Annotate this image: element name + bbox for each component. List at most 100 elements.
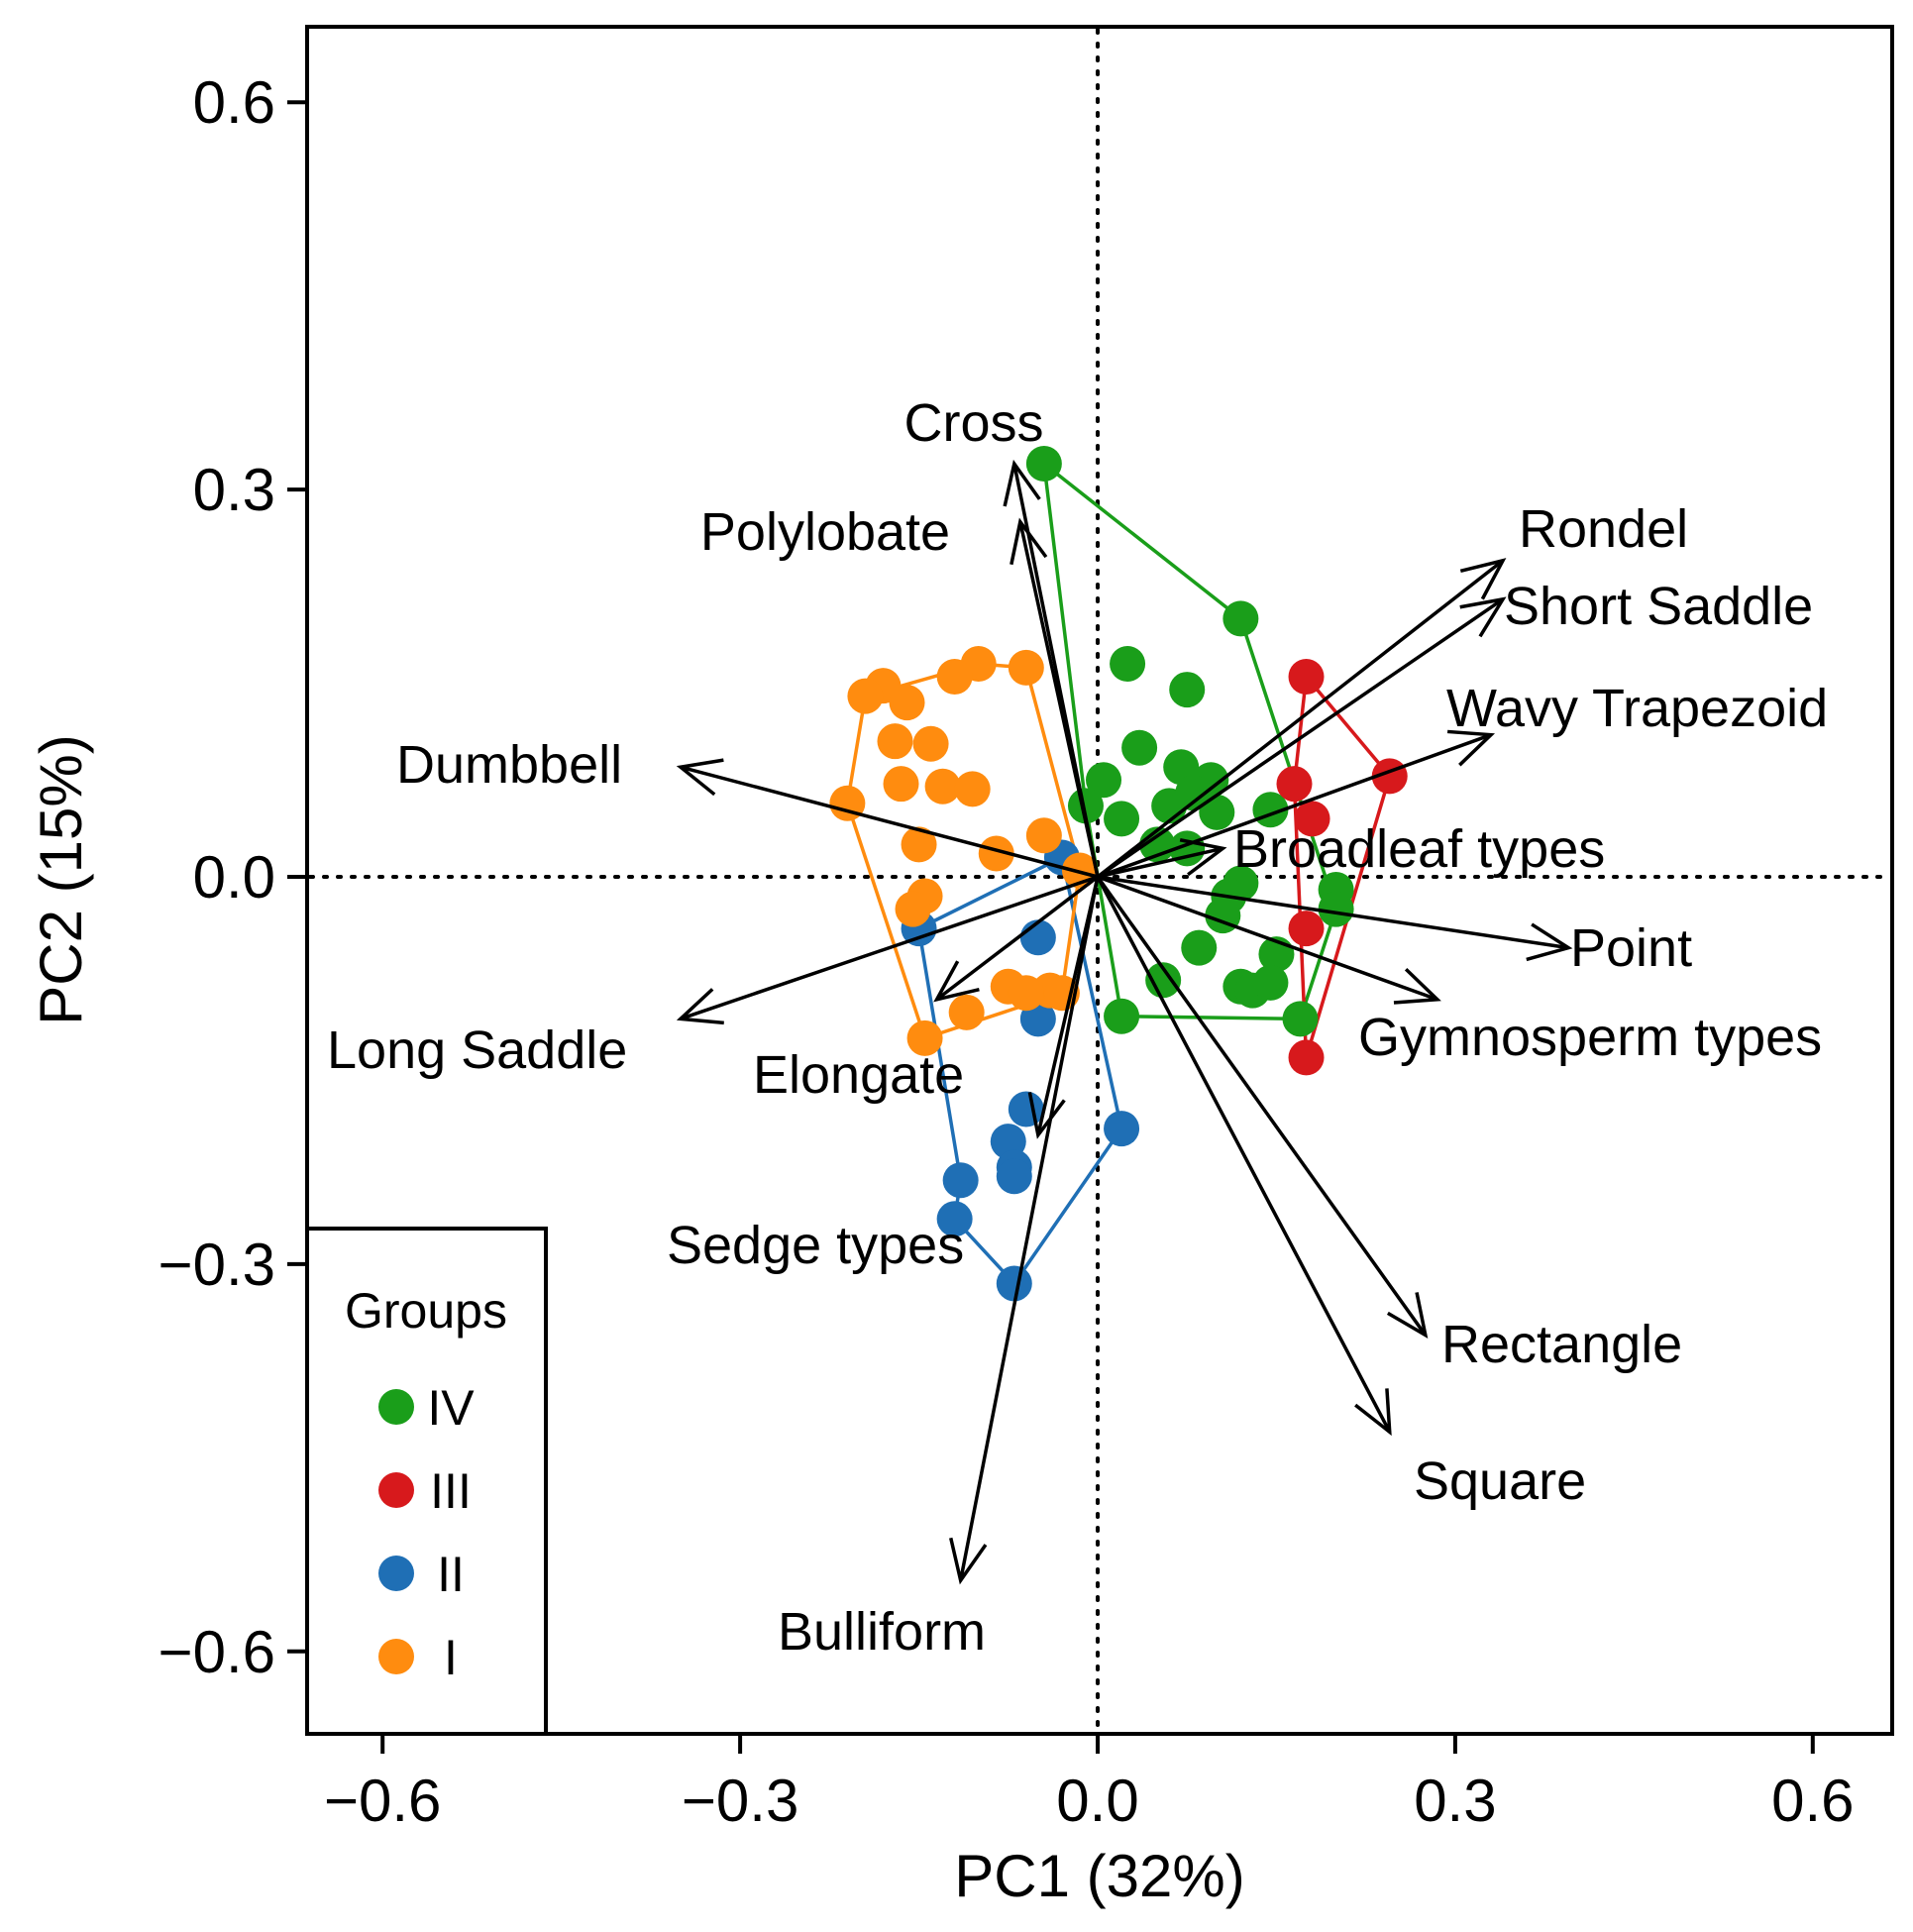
arrow-bulliform xyxy=(949,876,1100,1585)
point-group-I xyxy=(877,723,913,760)
arrow-rondel xyxy=(1096,558,1507,879)
point-group-I xyxy=(1008,975,1044,1012)
loading-label: Broadleaf types xyxy=(1233,819,1605,879)
arrow-point xyxy=(1097,875,1573,962)
point-group-II xyxy=(936,1201,973,1237)
legend-swatch-III xyxy=(378,1472,414,1508)
x-tick-label: 0.3 xyxy=(1414,1768,1496,1834)
point-group-II xyxy=(1104,1111,1140,1147)
arrow-broadleaf-types xyxy=(1097,838,1227,879)
legend-title: Groups xyxy=(345,1283,507,1339)
legend-label-I: I xyxy=(444,1630,458,1685)
point-group-IV xyxy=(1067,788,1104,824)
point-group-III xyxy=(1288,1039,1325,1076)
loading-label: Rondel xyxy=(1519,499,1688,559)
point-group-I xyxy=(883,766,919,803)
arrow-polylobate xyxy=(1010,517,1100,878)
point-group-III xyxy=(1288,659,1325,696)
loading-label: Sedge types xyxy=(667,1216,964,1275)
legend-label-IV: IV xyxy=(427,1380,475,1436)
loading-label: Square xyxy=(1414,1451,1586,1511)
loading-label: Wavy Trapezoid xyxy=(1446,679,1828,738)
y-tick-label: −0.3 xyxy=(159,1232,275,1298)
legend-swatch-I xyxy=(378,1639,414,1674)
point-group-IV xyxy=(1199,794,1235,830)
point-group-IV xyxy=(1145,962,1182,999)
arrow-elongate xyxy=(933,875,1100,1003)
y-axis: −0.6 −0.3 0.0 0.3 0.6 xyxy=(159,69,307,1685)
legend-swatch-II xyxy=(378,1556,414,1591)
legend-swatch-IV xyxy=(378,1389,414,1425)
arrow-rectangle xyxy=(1096,875,1429,1340)
arrow-dumbbell xyxy=(676,758,1099,879)
point-group-I xyxy=(889,685,925,721)
loading-label: Short Saddle xyxy=(1504,577,1813,636)
point-group-I xyxy=(906,1020,943,1056)
hull-group-I xyxy=(845,662,1082,1040)
point-group-I xyxy=(1008,649,1044,686)
legend-box xyxy=(305,1227,548,1736)
point-group-IV xyxy=(1222,600,1259,637)
loading-label: Long Saddle xyxy=(327,1020,627,1080)
x-axis-title: PC1 (32%) xyxy=(954,1843,1244,1909)
x-tick-label: 0.6 xyxy=(1771,1768,1854,1834)
point-group-I xyxy=(901,826,937,863)
point-group-I xyxy=(948,994,985,1030)
legend-label-II: II xyxy=(437,1547,465,1602)
loading-label: Dumbbell xyxy=(396,735,622,795)
point-group-IV xyxy=(1121,729,1158,766)
x-tick-label: −0.3 xyxy=(682,1768,798,1834)
point-group-IV xyxy=(1318,891,1354,927)
arrow-gymnosperm-types xyxy=(1097,875,1441,1005)
y-tick-label: 0.6 xyxy=(193,69,275,136)
arrow-square xyxy=(1096,876,1392,1437)
point-group-I xyxy=(912,725,949,762)
point-group-IV xyxy=(1104,801,1140,837)
arrow-long-saddle xyxy=(676,875,1099,1025)
point-group-III xyxy=(1276,766,1313,803)
point-group-I xyxy=(978,835,1014,872)
point-group-I xyxy=(895,891,931,927)
legend-label-III: III xyxy=(430,1463,472,1519)
x-axis: −0.6 −0.3 0.0 0.3 0.6 xyxy=(324,1734,1855,1834)
loading-arrows xyxy=(676,459,1573,1585)
loading-label: Gymnosperm types xyxy=(1358,1008,1822,1067)
point-group-I xyxy=(936,659,973,696)
point-group-IV xyxy=(1086,762,1122,799)
x-tick-label: 0.0 xyxy=(1056,1768,1138,1834)
loading-label: Polylobate xyxy=(700,502,950,562)
loading-label: Elongate xyxy=(753,1045,964,1105)
point-group-II xyxy=(996,1265,1032,1302)
y-axis-title: PC2 (15%) xyxy=(28,734,94,1024)
point-group-IV xyxy=(1169,672,1206,708)
loading-labels: Cross Polylobate Rondel Short Saddle Wavy Tr… xyxy=(327,393,1828,1662)
point-group-III xyxy=(1288,911,1325,947)
loading-label: Point xyxy=(1570,918,1692,978)
point-group-I xyxy=(954,771,991,807)
point-group-III xyxy=(1294,801,1330,837)
point-group-I xyxy=(847,678,884,714)
arrow-short-saddle xyxy=(1097,596,1507,879)
point-group-I xyxy=(924,768,961,805)
loading-label: Cross xyxy=(903,393,1043,453)
point-group-II xyxy=(996,1158,1032,1195)
arrow-wavy-trapezoid xyxy=(1097,729,1496,879)
x-tick-label: −0.6 xyxy=(324,1768,441,1834)
point-group-I xyxy=(1025,817,1062,854)
point-group-IV xyxy=(1181,929,1218,966)
point-group-IV xyxy=(1282,1001,1319,1037)
point-group-IV xyxy=(1104,998,1140,1034)
y-tick-label: 0.3 xyxy=(193,457,275,523)
point-group-II xyxy=(942,1162,979,1199)
loading-label: Bulliform xyxy=(778,1602,986,1662)
loading-label: Rectangle xyxy=(1441,1315,1682,1374)
y-tick-label: 0.0 xyxy=(193,844,275,911)
point-group-IV xyxy=(1110,646,1146,683)
point-group-I xyxy=(1043,975,1080,1012)
point-group-II xyxy=(1008,1091,1044,1127)
y-tick-label: −0.6 xyxy=(159,1619,275,1685)
point-group-IV xyxy=(1252,964,1289,1001)
point-group-II xyxy=(1019,919,1056,956)
